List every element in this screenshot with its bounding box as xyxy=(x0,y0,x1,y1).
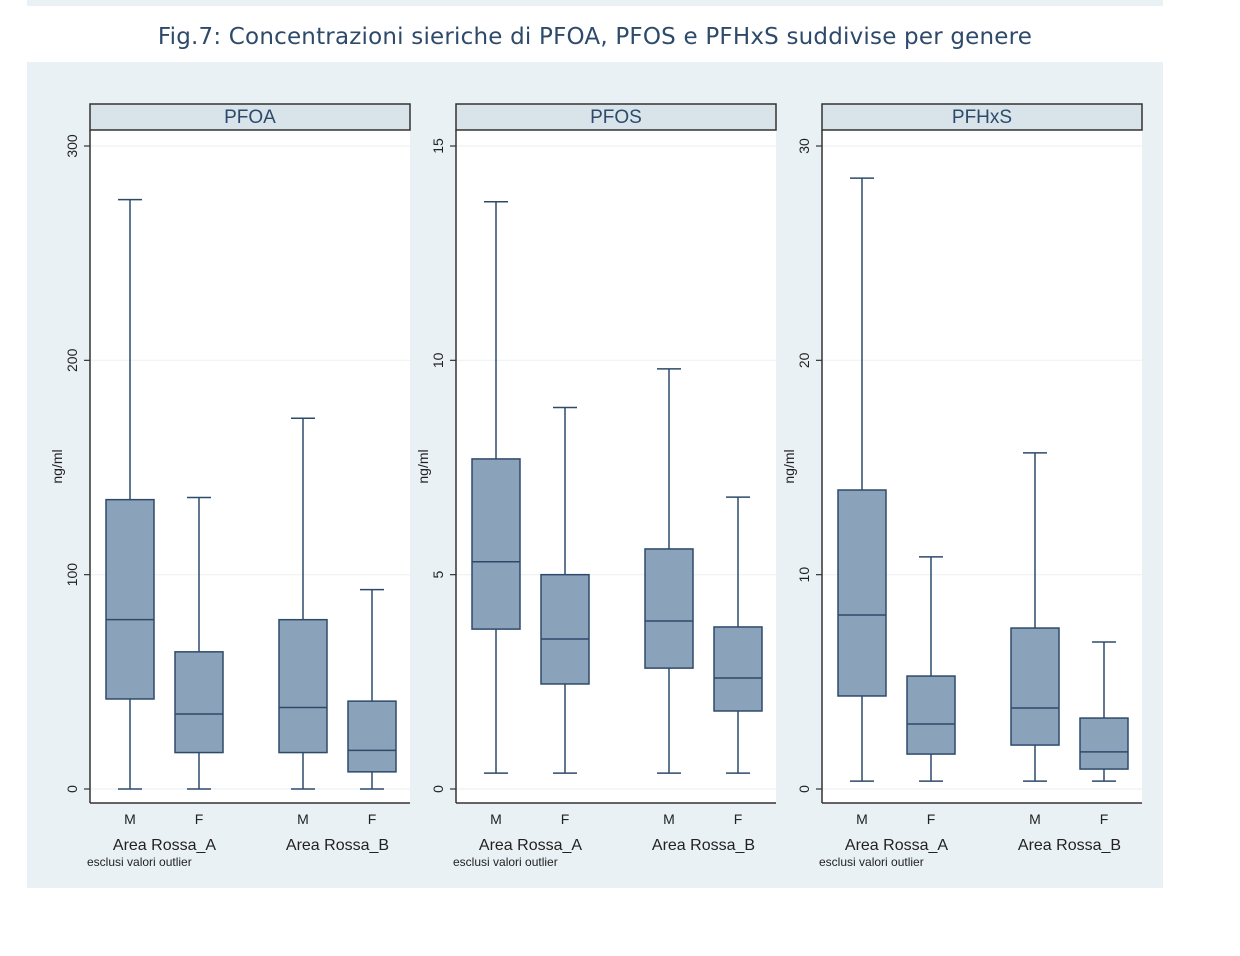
panel-title: PFHxS xyxy=(952,107,1012,128)
y-tick-label: 200 xyxy=(64,348,80,372)
x-category-label: M xyxy=(856,811,868,827)
x-category-label: F xyxy=(1100,811,1109,827)
plot-area xyxy=(822,130,1142,803)
panel-header xyxy=(821,103,1143,131)
box-iqr xyxy=(1010,627,1060,746)
panel-header xyxy=(89,103,411,131)
y-tick-label: 10 xyxy=(430,352,446,368)
box-iqr xyxy=(837,489,887,697)
x-category-label: M xyxy=(663,811,675,827)
panel-title: PFOA xyxy=(224,107,276,128)
x-group-label: Area Rossa_B xyxy=(286,837,389,854)
note-outliers-excluded: esclusi valori outlier xyxy=(819,855,924,869)
x-group-label: Area Rossa_A xyxy=(113,837,216,854)
y-axis-label: ng/ml xyxy=(781,449,797,483)
x-category-label: M xyxy=(297,811,309,827)
box-iqr xyxy=(713,626,763,712)
note-outliers-excluded: esclusi valori outlier xyxy=(87,855,192,869)
y-tick-label: 10 xyxy=(796,567,812,583)
box-iqr xyxy=(471,458,521,630)
box-iqr xyxy=(278,618,328,754)
panel-header xyxy=(455,103,777,131)
y-tick-label: 5 xyxy=(430,571,446,579)
x-group-label: Area Rossa_A xyxy=(845,837,948,854)
x-category-label: F xyxy=(734,811,743,827)
y-tick-label: 15 xyxy=(430,138,446,154)
x-group-label: Area Rossa_A xyxy=(479,837,582,854)
x-category-label: F xyxy=(561,811,570,827)
top-strip xyxy=(27,0,1163,6)
y-tick-label: 30 xyxy=(796,138,812,154)
y-tick-label: 0 xyxy=(796,785,812,793)
y-tick-label: 20 xyxy=(796,352,812,368)
y-tick-label: 100 xyxy=(64,563,80,587)
y-tick-label: 0 xyxy=(64,785,80,793)
y-axis-label: ng/ml xyxy=(49,449,65,483)
x-category-label: M xyxy=(1029,811,1041,827)
box-iqr xyxy=(906,675,956,755)
box-iqr xyxy=(1079,717,1129,770)
box-iqr xyxy=(174,651,224,754)
x-category-label: M xyxy=(490,811,502,827)
box-iqr xyxy=(347,700,397,773)
box-iqr xyxy=(105,498,155,700)
note-outliers-excluded: esclusi valori outlier xyxy=(453,855,558,869)
x-group-label: Area Rossa_B xyxy=(652,837,755,854)
x-group-label: Area Rossa_B xyxy=(1018,837,1121,854)
figure-title: Fig.7: Concentrazioni sieriche di PFOA, … xyxy=(157,24,1033,50)
y-tick-label: 0 xyxy=(430,785,446,793)
x-category-label: M xyxy=(124,811,136,827)
x-category-label: F xyxy=(195,811,204,827)
y-tick-label: 300 xyxy=(64,134,80,158)
box-iqr xyxy=(540,573,590,685)
panel-title: PFOS xyxy=(590,107,642,128)
x-category-label: F xyxy=(368,811,377,827)
y-axis-label: ng/ml xyxy=(415,449,431,483)
x-category-label: F xyxy=(927,811,936,827)
box-iqr xyxy=(644,548,694,669)
